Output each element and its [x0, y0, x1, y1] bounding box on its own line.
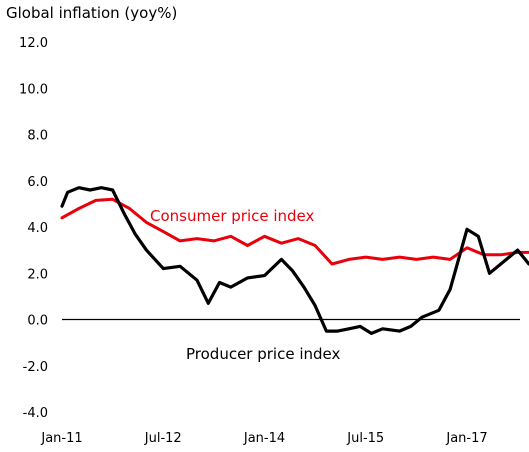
y-tick-label: 4.0: [27, 221, 48, 236]
y-tick-label: -2.0: [23, 360, 48, 375]
y-tick-label: 10.0: [19, 82, 48, 97]
y-tick-label: 8.0: [27, 129, 48, 144]
y-tick-label: 2.0: [27, 267, 48, 282]
series-line: [60, 197, 529, 266]
series-label: Consumer price index: [150, 207, 315, 225]
series-line: [60, 186, 529, 335]
x-tick-label: Jul-15: [346, 431, 384, 446]
x-tick-label: Jan-11: [40, 431, 82, 446]
chart-title: Global inflation (yoy%): [6, 4, 178, 22]
y-tick-label: 6.0: [27, 175, 48, 190]
x-tick-label: Jul-12: [144, 431, 182, 446]
y-tick-label: 12.0: [19, 36, 48, 51]
x-tick-label: Jan-14: [243, 431, 285, 446]
series-label: Producer price index: [186, 345, 340, 363]
y-tick-label: -4.0: [23, 406, 48, 421]
x-tick-label: Jan-17: [445, 431, 487, 446]
y-tick-label: 0.0: [27, 314, 48, 329]
